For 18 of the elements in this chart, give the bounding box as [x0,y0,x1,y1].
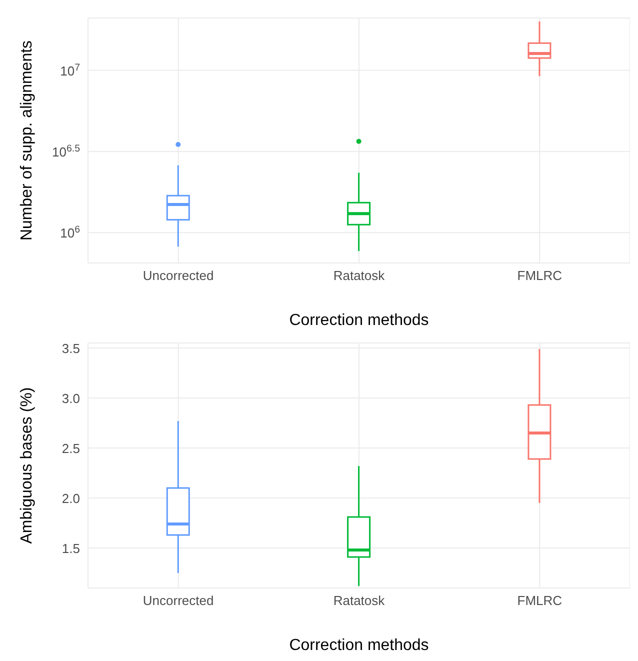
y-tick-label: 3.0 [62,391,80,406]
y-tick-label: 10$^{6.5}$ [52,142,81,160]
y-axis-title: Number of supp. alignments [18,40,36,241]
y-axis-title: Ambiguous bases (%) [18,387,36,544]
y-tick-label: 10$^{7}$ [60,62,80,78]
x-tick-label: FMLRC [517,268,562,284]
y-tick-label: 3.5 [62,341,80,356]
x-tick-label: FMLRC [517,593,562,608]
y-tick-label: 10$^{6}$ [60,224,80,241]
x-axis-title: Correction methods [289,637,429,654]
x-tick-label: Uncorrected [142,593,214,608]
y-tick-label: 2.0 [62,491,80,506]
x-tick-label: Ratatosk [333,268,386,284]
y-tick-label: 1.5 [62,541,80,556]
x-axis-title: Correction methods [289,312,429,329]
x-tick-label: Uncorrected [142,268,214,284]
x-tick-label: Ratatosk [333,593,386,608]
y-tick-label: 2.5 [62,441,80,456]
